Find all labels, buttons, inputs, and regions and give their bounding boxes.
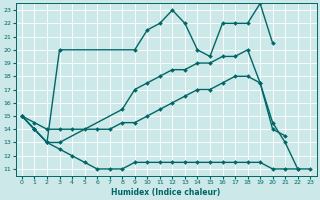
X-axis label: Humidex (Indice chaleur): Humidex (Indice chaleur) bbox=[111, 188, 221, 197]
